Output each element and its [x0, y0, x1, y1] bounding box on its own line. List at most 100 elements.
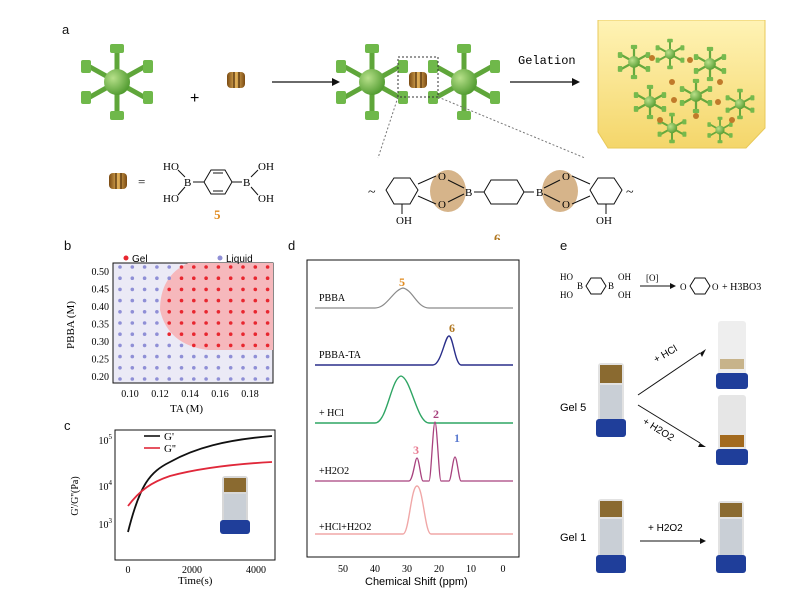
nmr-frame	[306, 259, 520, 558]
gel-point	[228, 298, 233, 303]
nmr-xtick: 50	[338, 564, 348, 575]
gel-point	[192, 298, 196, 303]
gel-point	[167, 287, 171, 292]
liquid-point	[130, 321, 135, 325]
liquid-point	[130, 287, 135, 292]
gel-point	[204, 298, 208, 303]
gel-point	[192, 310, 196, 314]
panel-a-figure: + Gelation = HO HO B B OH OH 5	[60, 20, 766, 240]
liquid-point	[130, 377, 135, 381]
e-b-left: B	[577, 281, 583, 291]
o-2: O	[438, 199, 446, 211]
rheology-x-label: Time(s)	[178, 575, 213, 587]
phase-ytick: 0.25	[92, 355, 110, 366]
liquid-point	[142, 377, 147, 381]
phase-ytick: 0.40	[92, 302, 110, 313]
nmr-xtick: 20	[434, 564, 444, 575]
b-2: B	[536, 187, 543, 199]
trace-h2o2	[315, 421, 513, 482]
liquid-point	[155, 377, 159, 381]
e-ho-top: HO	[560, 272, 573, 282]
gel-point	[228, 276, 233, 280]
gel-point	[253, 310, 258, 314]
liquid-point	[204, 366, 208, 370]
gel-point	[179, 287, 184, 292]
ytick-1e4: 104	[99, 479, 113, 493]
liquid-point	[118, 298, 122, 303]
liquid-point	[265, 366, 270, 370]
hcl-arrow-label: + HCl	[652, 343, 679, 365]
phase-ytick: 0.50	[92, 267, 110, 278]
liquid-point	[142, 366, 147, 370]
gel-point	[204, 276, 208, 280]
gel-point	[228, 343, 233, 348]
liquid-point	[265, 377, 270, 381]
nmr-xtick: 0	[501, 564, 506, 575]
panel-d-letter: d	[288, 238, 296, 253]
rheology-plot-area	[114, 429, 276, 561]
rheology-y-label: G'/G''(Pa)	[70, 476, 81, 515]
gel-legend-label: Gel	[132, 254, 148, 265]
gel-point	[253, 298, 258, 303]
oh-top: OH	[258, 161, 274, 173]
o-3: O	[562, 171, 570, 183]
ytick-1e5: 105	[99, 433, 113, 447]
gel-point	[179, 310, 184, 314]
liquid-point	[142, 298, 147, 303]
liquid-point	[142, 354, 147, 359]
liquid-point	[155, 354, 159, 359]
liquid-point	[155, 276, 159, 280]
o-4: O	[562, 199, 570, 211]
label-pbba: PBBA	[319, 293, 346, 304]
phase-ytick: 0.20	[92, 372, 110, 383]
quinone-o-left: O	[680, 282, 687, 292]
gel-point	[192, 265, 196, 269]
panel-a-letter: a	[62, 22, 70, 37]
liquid-point	[155, 265, 159, 269]
peak-6-label: 6	[449, 321, 455, 335]
liquid-point	[155, 310, 159, 314]
liquid-point	[216, 354, 221, 359]
gel-point	[216, 343, 221, 348]
label-hcl: + HCl	[319, 408, 344, 419]
ho-top: HO	[163, 161, 179, 173]
gel5-label: Gel 5	[560, 402, 586, 414]
liquid-point	[118, 265, 122, 269]
gel-point	[228, 265, 233, 269]
gel-point	[253, 287, 258, 292]
gel-point	[253, 276, 258, 280]
rheology-xtick: 2000	[182, 565, 202, 576]
liquid-point	[118, 377, 122, 381]
gel-point	[265, 310, 270, 314]
liquid-legend-label: Liquid	[226, 254, 253, 265]
liquid-point	[216, 366, 221, 370]
liquid-point	[192, 354, 196, 359]
peak-2-label: 2	[433, 407, 439, 421]
quinone-o-right: O	[712, 282, 719, 292]
liquid-point	[142, 343, 147, 348]
gel-point	[241, 287, 245, 292]
phase-xtick: 0.12	[151, 389, 169, 400]
gel-point	[241, 276, 245, 280]
oh-right: OH	[596, 215, 612, 227]
liquid-point	[204, 354, 208, 359]
panel-c-letter: c	[64, 418, 71, 433]
liquid-point	[118, 310, 122, 314]
liquid-point	[155, 343, 159, 348]
label-pbba-ta: PBBA-TA	[319, 350, 362, 361]
gel-point	[241, 310, 245, 314]
compound-5-label: 5	[214, 207, 221, 222]
liquid-point	[130, 332, 135, 336]
liquid-point	[265, 354, 270, 359]
phase-xtick: 0.16	[211, 389, 229, 400]
gel-point	[253, 321, 258, 325]
gel-point	[204, 343, 208, 348]
g-prime-curve	[127, 435, 273, 533]
ytick-1e3: 103	[99, 517, 113, 531]
plus-sign: +	[190, 90, 199, 107]
gel-point	[192, 332, 196, 336]
nmr-spectra: PBBA PBBA-TA + HCl +H2O2 +HCl+H2O2 5 6 3…	[306, 259, 520, 588]
gel-point	[216, 321, 221, 325]
equals-sign: =	[138, 174, 145, 189]
liquid-point	[142, 265, 147, 269]
